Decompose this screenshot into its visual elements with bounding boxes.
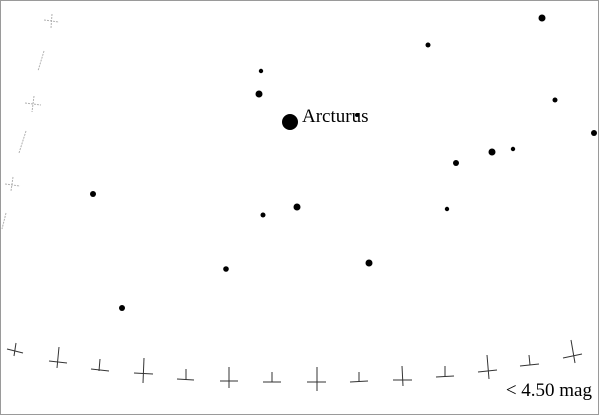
stars <box>90 14 597 311</box>
star <box>119 305 125 311</box>
grid-tick <box>4 176 21 192</box>
grid-tick <box>133 357 154 384</box>
grid-tick <box>349 372 369 383</box>
grid-tick <box>43 13 60 29</box>
grid-tick <box>6 342 24 357</box>
grid-tick <box>393 365 412 387</box>
grid-line <box>18 130 27 154</box>
star <box>538 14 546 22</box>
star <box>260 212 266 218</box>
star <box>355 113 359 117</box>
grid-tick <box>307 367 326 391</box>
star-arcturus <box>282 114 298 130</box>
grid-line <box>1 212 7 230</box>
grid-tick <box>435 366 455 378</box>
grid-tick <box>477 354 498 380</box>
star <box>223 266 229 272</box>
grid-tick <box>24 95 42 113</box>
grid-line <box>37 50 45 72</box>
star <box>293 203 301 211</box>
star <box>453 160 459 166</box>
star <box>591 130 597 136</box>
star <box>488 148 496 156</box>
grid-tick <box>562 339 583 364</box>
star-label-arcturus: Arcturus <box>302 106 369 127</box>
grid-tick <box>220 367 238 388</box>
grid-tick <box>176 369 195 381</box>
star <box>425 42 431 48</box>
grid-tick <box>519 354 540 367</box>
grid-tick <box>48 346 68 369</box>
left-grid-ticks <box>1 13 60 230</box>
star <box>365 259 373 267</box>
grid-tick <box>263 372 281 383</box>
grid-tick <box>90 358 110 372</box>
star <box>90 191 96 197</box>
star <box>255 90 263 98</box>
horizon-grid-ticks <box>6 339 583 391</box>
star <box>510 146 516 152</box>
star <box>258 68 264 74</box>
star <box>552 97 558 103</box>
magnitude-limit-label: < 4.50 mag <box>505 380 592 401</box>
star <box>444 206 450 212</box>
